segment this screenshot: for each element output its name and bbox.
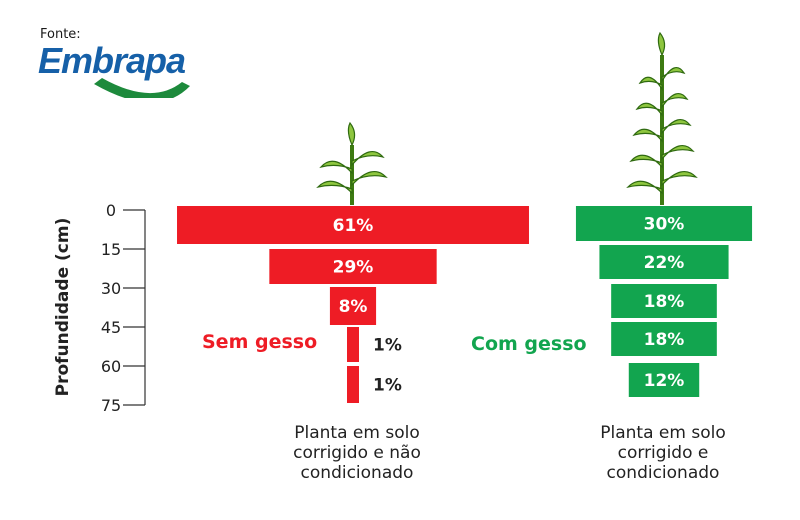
bar-data-label: 1% — [373, 376, 402, 396]
plant-leaf — [635, 102, 663, 117]
embrapa-logo-swoosh — [94, 78, 190, 103]
bar-sem-gesso — [269, 249, 437, 284]
embrapa-logo-text: Embrapa — [38, 40, 186, 81]
bar-com-gesso — [575, 206, 753, 241]
bar-com-gesso — [599, 245, 729, 279]
y-tick-label: 60 — [101, 357, 121, 376]
plant-leaf — [661, 92, 689, 109]
caption-line: condicionado — [300, 463, 414, 483]
caption-line: corrigido e não — [293, 443, 421, 463]
plant-leaf — [319, 160, 353, 175]
plant-tip — [347, 121, 356, 147]
bar-data-label: 61% — [333, 216, 374, 236]
y-tick-label: 15 — [101, 240, 121, 259]
plant-leaf — [632, 128, 663, 143]
plant-leaf — [661, 66, 686, 84]
plant-com-gesso — [626, 31, 698, 205]
plant-leaf — [626, 180, 663, 195]
source-label: Fonte: — [40, 27, 81, 42]
bar-data-label: 1% — [373, 336, 402, 356]
plant-leaf — [661, 144, 695, 161]
bar-sem-gesso — [329, 287, 377, 325]
plant-leaf — [638, 76, 663, 91]
bar-com-gesso — [611, 322, 717, 356]
y-tick-label: 30 — [101, 279, 121, 298]
y-tick-label: 45 — [101, 318, 121, 337]
caption-line: condicionado — [606, 463, 720, 483]
bar-sem-gesso — [347, 327, 359, 362]
bar-data-label: 29% — [333, 258, 374, 278]
y-axis: 0 15 30 45 60 75 Profundidade (cm) — [53, 201, 146, 415]
y-tick-label: 75 — [101, 396, 121, 415]
bar-data-label: 18% — [644, 330, 685, 350]
plant-leaf — [316, 180, 353, 195]
caption-line: Planta em solo — [294, 423, 420, 443]
plant-tip — [657, 31, 666, 57]
series-label-com-gesso: Com gesso — [471, 333, 587, 355]
bar-data-label: 8% — [339, 297, 368, 317]
bar-data-label: 12% — [644, 371, 685, 391]
bar-com-gesso — [628, 363, 700, 397]
y-axis-label: Profundidade (cm) — [53, 218, 73, 397]
caption-com-gesso: Planta em solo corrigido e condicionado — [563, 423, 763, 483]
plant-leaf — [351, 170, 388, 187]
y-tick-label: 0 — [106, 201, 116, 220]
bar-com-gesso — [611, 284, 717, 318]
caption-line: Planta em solo — [600, 423, 726, 443]
bar-sem-gesso — [177, 206, 529, 244]
plant-leaf — [629, 154, 663, 169]
embrapa-logo: Embrapa — [32, 38, 202, 103]
bar-data-label: 18% — [644, 292, 685, 312]
bars: 61%29%8%1%1%30%22%18%18%12% — [177, 206, 753, 403]
bar-data-label: 22% — [644, 253, 685, 273]
plant-leaf — [351, 150, 385, 167]
plant-sem-gesso — [316, 121, 388, 205]
series-label-sem-gesso: Sem gesso — [202, 331, 318, 353]
caption-line: corrigido e — [617, 443, 709, 463]
bar-data-label: 30% — [644, 215, 685, 235]
caption-sem-gesso: Planta em solo corrigido e não condicion… — [257, 423, 457, 483]
plant-leaf — [661, 118, 692, 135]
bar-sem-gesso — [347, 366, 359, 403]
plant-leaf — [661, 170, 698, 187]
plants — [316, 31, 698, 205]
